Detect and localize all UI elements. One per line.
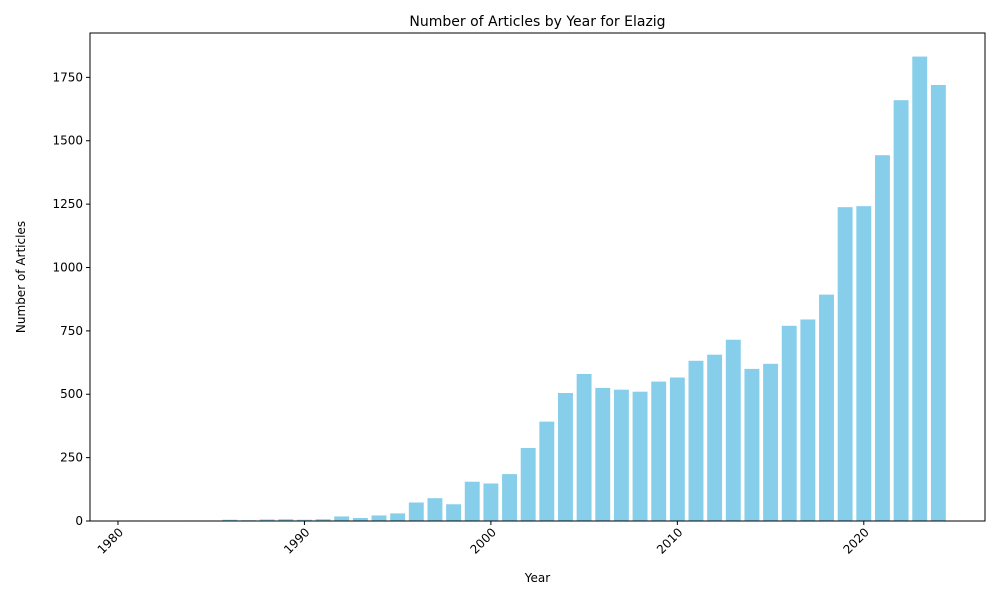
bar-1996 bbox=[408, 502, 424, 521]
y-tick-label: 1000 bbox=[52, 260, 83, 274]
y-tick-label: 0 bbox=[75, 514, 83, 528]
bar-1992 bbox=[334, 516, 350, 521]
y-ticks-group: 0 250 500 750 1000 1250 1500 1750 bbox=[52, 70, 90, 528]
y-tick-label: 750 bbox=[60, 324, 83, 338]
bar-2023 bbox=[912, 56, 928, 521]
bar-2024 bbox=[930, 84, 946, 521]
y-tick-label: 1500 bbox=[52, 134, 83, 148]
axes-frame bbox=[89, 32, 986, 522]
bar-2004 bbox=[558, 392, 573, 521]
bar-2010 bbox=[669, 377, 685, 521]
bar-1993 bbox=[352, 517, 368, 521]
chart-title: Number of Articles by Year for Elazig bbox=[409, 14, 665, 30]
y-tick-label: 1250 bbox=[52, 197, 83, 211]
bar-2008 bbox=[632, 391, 648, 521]
bar-2007 bbox=[613, 389, 629, 521]
bar-2001 bbox=[502, 474, 517, 521]
y-axis-label: Number of Articles bbox=[14, 221, 28, 333]
bar-1999 bbox=[464, 481, 480, 521]
bar-2021 bbox=[874, 155, 890, 521]
bar-1989 bbox=[278, 519, 294, 521]
x-axis-label: Year bbox=[524, 571, 550, 585]
bar-1990 bbox=[296, 519, 312, 521]
y-tick-label: 1750 bbox=[52, 70, 83, 84]
bar-2013 bbox=[725, 339, 741, 521]
bar-2000 bbox=[483, 483, 499, 521]
bar-2014 bbox=[744, 368, 760, 521]
bar-2011 bbox=[688, 360, 704, 521]
bar-1991 bbox=[315, 519, 331, 521]
bars-group bbox=[129, 56, 946, 521]
bar-2016 bbox=[781, 325, 797, 521]
bar-2006 bbox=[595, 387, 611, 521]
bar-2003 bbox=[539, 421, 555, 521]
bar-2015 bbox=[763, 363, 779, 521]
bar-2019 bbox=[837, 207, 853, 521]
bar-1994 bbox=[371, 515, 387, 521]
bar-2020 bbox=[856, 206, 872, 521]
y-tick-label: 500 bbox=[60, 387, 83, 401]
bar-1995 bbox=[390, 513, 406, 521]
bar-2017 bbox=[800, 319, 816, 521]
bar-2022 bbox=[893, 100, 909, 521]
bar-2018 bbox=[819, 294, 834, 521]
bar-2005 bbox=[576, 373, 592, 521]
bar-2002 bbox=[520, 447, 536, 521]
bar-2009 bbox=[651, 381, 667, 521]
bar-1998 bbox=[446, 504, 462, 521]
bar-1997 bbox=[427, 498, 443, 521]
y-tick-label: 250 bbox=[60, 451, 83, 465]
bar-2012 bbox=[707, 354, 723, 521]
bar-1988 bbox=[259, 519, 275, 521]
bar-1986 bbox=[222, 519, 238, 521]
